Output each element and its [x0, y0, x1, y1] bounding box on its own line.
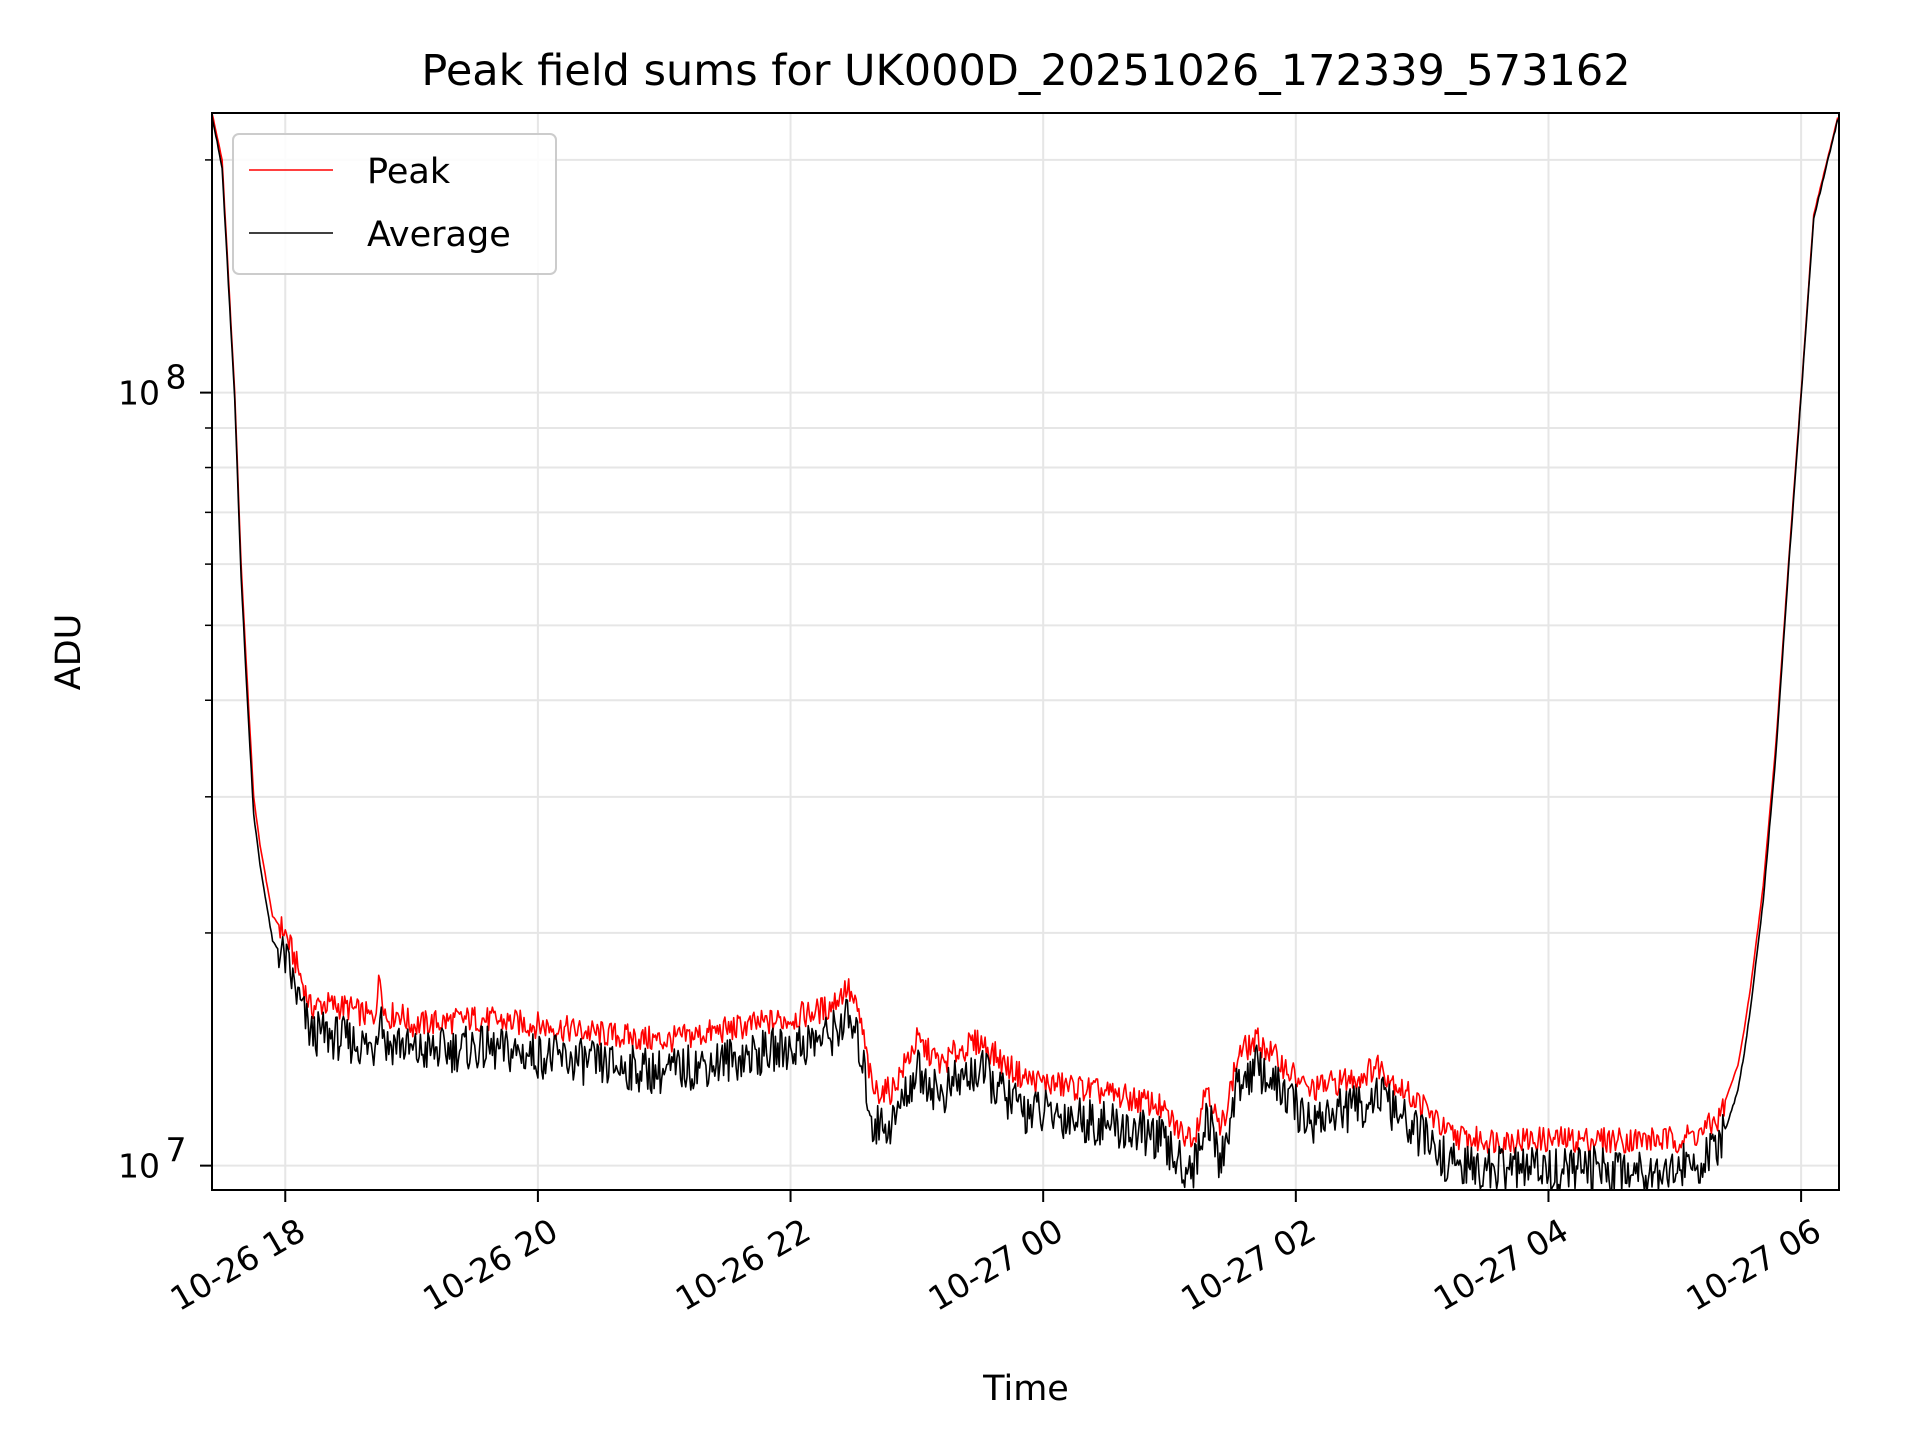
y-axis-label: ADU — [49, 614, 89, 691]
grid-layer — [212, 113, 1839, 1190]
plot-frame — [211, 112, 1840, 1191]
legend-box — [232, 133, 557, 275]
legend: Peak Average — [232, 133, 557, 275]
y-tick-label-exponent: 7 — [166, 1131, 187, 1170]
legend-label-peak: Peak — [367, 152, 451, 192]
y-tick-label-base: 10 — [118, 374, 160, 413]
series-line-average — [212, 116, 1839, 1190]
legend-label-average: Average — [367, 215, 511, 255]
y-tick-label-base: 10 — [118, 1147, 160, 1186]
y-tick-label-exponent: 8 — [166, 358, 187, 397]
x-axis-label: Time — [982, 1369, 1069, 1409]
y-tick-label: 10 — [118, 1147, 160, 1186]
series-layer — [212, 113, 1839, 1190]
chart-title: Peak field sums for UK000D_20251026_1723… — [421, 46, 1630, 96]
series-line-peak — [212, 113, 1839, 1155]
y-tick-label: 10 — [118, 374, 160, 413]
